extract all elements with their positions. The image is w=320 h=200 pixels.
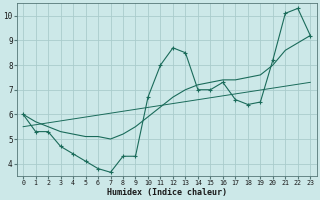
X-axis label: Humidex (Indice chaleur): Humidex (Indice chaleur): [107, 188, 227, 197]
